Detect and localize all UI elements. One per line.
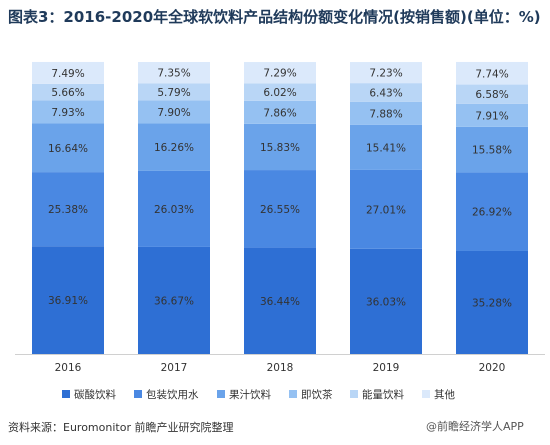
legend-swatch xyxy=(62,390,70,398)
data-label: 26.55% xyxy=(260,204,300,216)
legend-swatch xyxy=(217,390,225,398)
data-label: 7.35% xyxy=(157,68,190,80)
bar-segment xyxy=(138,62,210,84)
data-label: 36.44% xyxy=(260,296,300,308)
data-label: 25.38% xyxy=(48,204,88,216)
data-label: 7.49% xyxy=(51,68,84,80)
bar-segment xyxy=(244,170,316,248)
data-label: 7.90% xyxy=(157,107,190,119)
bar-segment xyxy=(32,61,104,84)
bar-segment xyxy=(32,123,104,173)
bar-segment xyxy=(138,100,210,124)
bar-segment xyxy=(32,83,104,101)
bar-segment xyxy=(32,246,104,354)
legend-swatch xyxy=(422,390,430,398)
bar-segment xyxy=(32,172,104,247)
segment-labels-group: 36.91% 25.38% 16.64% 7.93% 5.66% 7.49% 36.67% 2… xyxy=(48,68,512,310)
x-tick-label: 2017 xyxy=(161,362,188,374)
data-label: 7.91% xyxy=(475,110,508,122)
data-label: 16.26% xyxy=(154,142,194,154)
bar-segment xyxy=(456,61,528,85)
chart-title: 图表3：2016-2020年全球软饮料产品结构份额变化情况(按销售额)(单位：%… xyxy=(8,8,541,26)
x-tick-label: 2016 xyxy=(55,362,82,374)
bar-segment xyxy=(244,123,316,171)
legend-label: 果汁饮料 xyxy=(229,388,271,401)
data-label: 27.01% xyxy=(366,204,406,216)
data-label: 36.91% xyxy=(48,295,88,307)
bar-segment xyxy=(244,62,316,84)
legend-swatch xyxy=(289,390,297,398)
bar-segment xyxy=(32,100,104,124)
x-tick-label: 2020 xyxy=(479,362,506,374)
data-label: 15.83% xyxy=(260,142,300,154)
bar-series-group xyxy=(32,61,528,354)
legend-label: 能量饮料 xyxy=(362,388,404,401)
bar-segment xyxy=(138,246,210,354)
data-label: 7.74% xyxy=(475,68,508,80)
legend-label: 即饮茶 xyxy=(301,388,333,401)
x-tick-label: 2019 xyxy=(373,362,400,374)
data-label: 16.64% xyxy=(48,143,88,155)
data-label: 6.43% xyxy=(369,88,402,100)
bar-segment xyxy=(456,84,528,104)
data-label: 6.58% xyxy=(475,89,508,101)
legend-label: 包装饮用水 xyxy=(146,388,199,401)
legend: 碳酸饮料 包装饮用水 果汁饮料 即饮茶 能量饮料 其他 xyxy=(62,388,455,401)
bar-segment xyxy=(244,247,316,354)
data-label: 5.66% xyxy=(51,87,84,99)
legend-swatch xyxy=(350,390,358,398)
bar-segment xyxy=(138,123,210,171)
data-label: 36.67% xyxy=(154,295,194,307)
data-label: 36.03% xyxy=(366,296,406,308)
x-axis-ticks: 2016 2017 2018 2019 2020 xyxy=(55,362,506,374)
bar-segment xyxy=(456,172,528,251)
bar-segment xyxy=(456,250,528,354)
source-note: 资料来源：Euromonitor 前瞻产业研究院整理 xyxy=(8,421,234,434)
data-label: 35.28% xyxy=(472,297,512,309)
legend-swatch xyxy=(134,390,142,398)
bar-segment xyxy=(350,83,422,102)
bar-segment xyxy=(350,101,422,125)
data-label: 15.58% xyxy=(472,145,512,157)
data-label: 5.79% xyxy=(157,87,190,99)
bar-segment xyxy=(244,100,316,124)
brand-watermark: @前瞻经济学人APP xyxy=(426,420,524,433)
bar-segment xyxy=(456,103,528,127)
data-label: 15.41% xyxy=(366,142,406,154)
data-label: 26.03% xyxy=(154,204,194,216)
legend-label: 其他 xyxy=(434,388,455,401)
legend-label: 碳酸饮料 xyxy=(74,388,116,401)
bar-segment xyxy=(350,169,422,249)
bar-segment xyxy=(138,83,210,101)
bar-segment xyxy=(138,170,210,247)
data-label: 7.88% xyxy=(369,108,402,120)
bar-segment xyxy=(456,126,528,173)
data-label: 7.23% xyxy=(369,68,402,80)
bar-segment xyxy=(350,62,422,84)
data-label: 7.29% xyxy=(263,68,296,80)
bar-segment xyxy=(350,248,422,354)
data-label: 6.02% xyxy=(263,87,296,99)
data-label: 7.86% xyxy=(263,107,296,119)
bar-segment xyxy=(244,83,316,101)
bar-segment xyxy=(350,124,422,170)
data-label: 7.93% xyxy=(51,107,84,119)
data-label: 26.92% xyxy=(472,207,512,219)
x-tick-label: 2018 xyxy=(267,362,294,374)
